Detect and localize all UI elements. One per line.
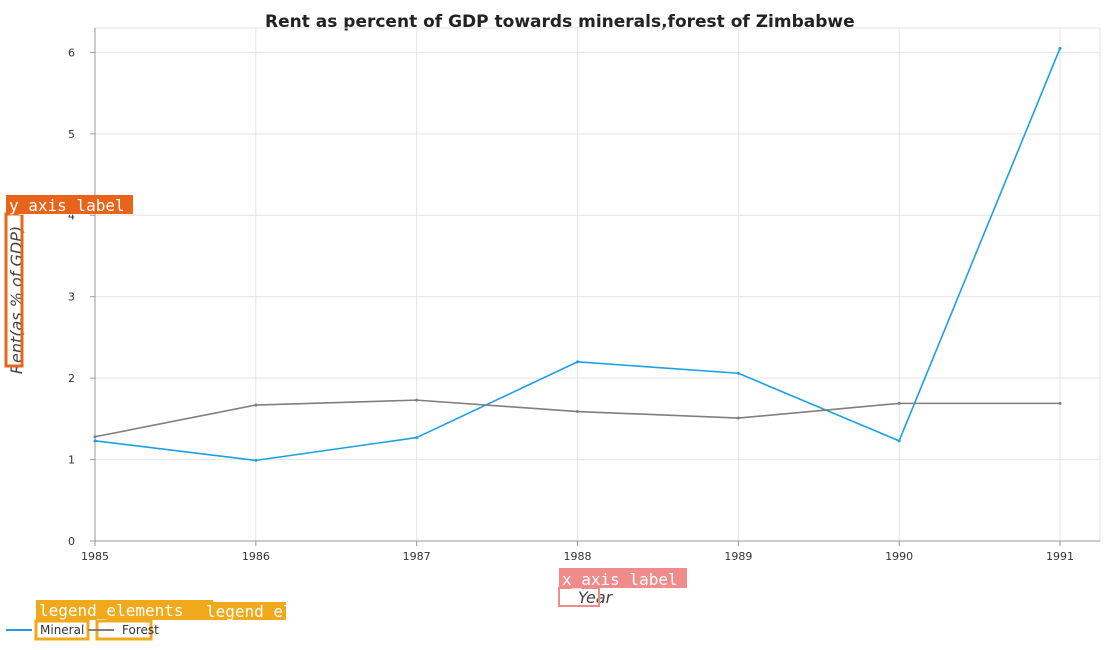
data-point-mineral	[1058, 46, 1062, 50]
data-point-forest	[1058, 401, 1062, 405]
grid-lines	[94, 27, 1101, 542]
x-axis-overlay-text: x_axis_label	[562, 570, 678, 589]
x-tick-labels: 1985 1986 1987 1988 1989 1990 1991	[81, 541, 1074, 563]
data-point-forest	[93, 435, 97, 439]
y-tick-label: 1	[68, 454, 75, 467]
y-axis-overlay: y_axis_label	[4, 195, 133, 368]
x-tick-label: 1986	[242, 550, 270, 563]
y-tick-labels: 0 1 2 3 4 5 6	[68, 46, 95, 548]
x-tick-label: 1989	[724, 550, 752, 563]
data-point-forest	[897, 401, 901, 405]
data-point-mineral	[576, 360, 579, 364]
x-tick-label: 1988	[564, 550, 592, 563]
data-point-forest	[415, 398, 419, 402]
plot-frame	[94, 27, 1101, 542]
legend-overlay-text-2: legend_elements	[206, 602, 351, 621]
x-axis-overlay: x_axis_label	[558, 568, 687, 607]
y-tick-label: 4	[68, 209, 75, 222]
data-point-forest	[736, 416, 740, 420]
x-tick-label: 1987	[403, 550, 431, 563]
series-lines	[93, 46, 1062, 462]
y-tick-label: 5	[68, 128, 75, 141]
y-tick-label: 0	[68, 535, 75, 548]
x-tick-label: 1991	[1046, 550, 1074, 563]
x-axis-label: Year	[578, 588, 614, 607]
x-tick-label: 1990	[885, 550, 913, 563]
legend-label-mineral: Mineral	[40, 623, 84, 637]
data-point-forest	[576, 410, 579, 414]
legend: Mineral Forest	[6, 623, 159, 637]
y-axis-overlay-text: y_axis_label	[9, 196, 125, 215]
legend-overlay-text: legend_elements	[39, 601, 184, 620]
y-tick-label: 6	[68, 46, 75, 59]
data-point-forest	[254, 403, 258, 407]
data-point-mineral	[415, 436, 419, 440]
y-tick-label: 2	[68, 372, 75, 385]
x-tick-label: 1985	[81, 550, 109, 563]
data-point-mineral	[736, 371, 740, 375]
legend-label-forest: Forest	[122, 623, 159, 637]
data-point-mineral	[254, 458, 258, 462]
chart-title: Rent as percent of GDP towards minerals,…	[265, 12, 855, 32]
y-tick-label: 3	[68, 291, 75, 304]
data-point-mineral	[897, 439, 901, 443]
axes	[94, 28, 1100, 542]
data-point-mineral	[93, 439, 97, 443]
legend-overlay: legend_elements legend_elements	[34, 600, 351, 641]
